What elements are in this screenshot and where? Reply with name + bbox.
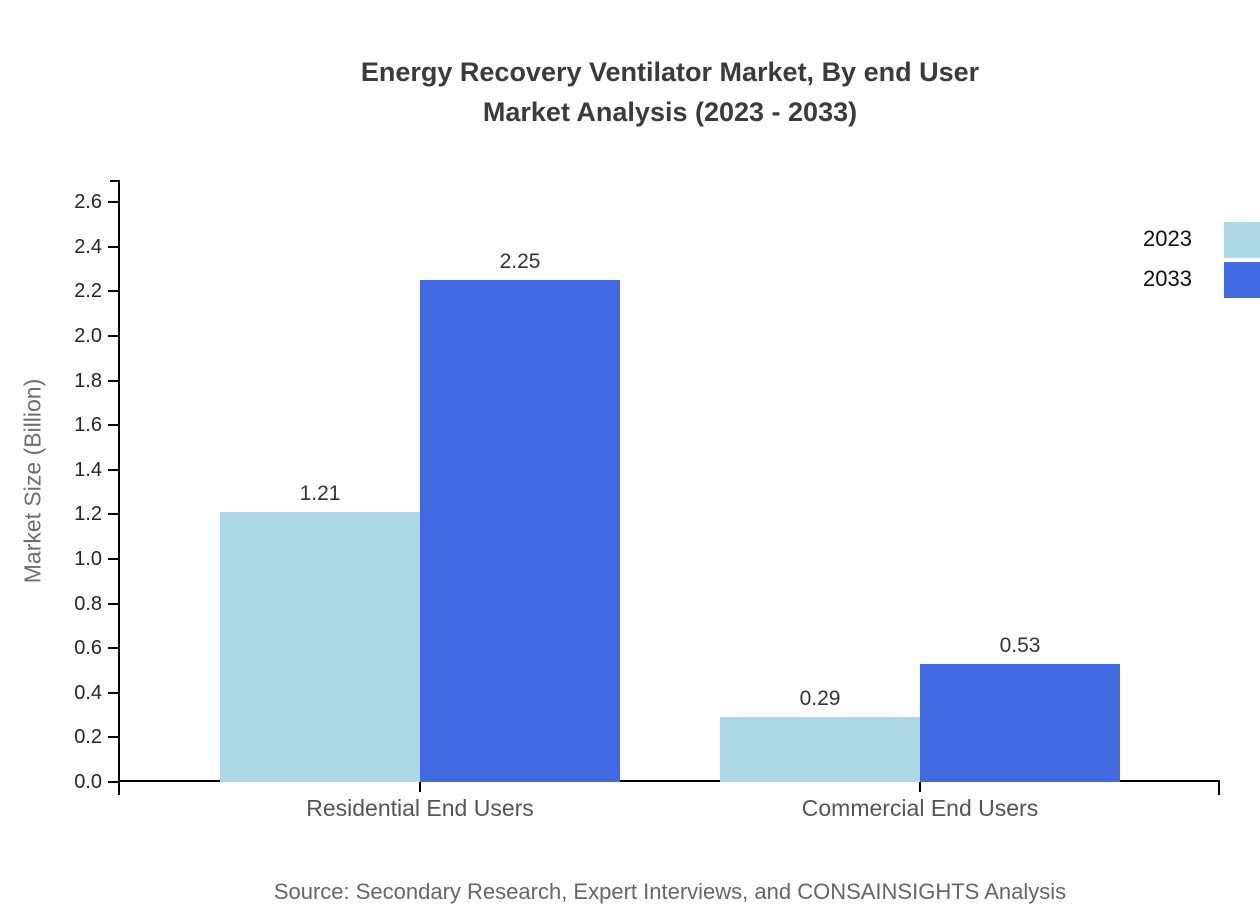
bar-value-commercial-end-users-2033: 0.53	[999, 633, 1041, 657]
x-axis-right-cap	[1218, 780, 1220, 795]
x-axis-line	[118, 780, 1220, 782]
bar-value-commercial-end-users-2023: 0.29	[799, 687, 841, 711]
y-tick	[108, 245, 118, 248]
y-tick-label: 1.8	[74, 369, 102, 392]
legend-swatch-2023	[1224, 222, 1260, 258]
chart-title-line2: Market Analysis (2023 - 2033)	[482, 97, 858, 127]
y-tick	[108, 513, 118, 516]
bar-commercial-end-users-2023	[720, 717, 920, 782]
y-axis-line	[118, 180, 120, 795]
legend-swatch-2033	[1224, 262, 1260, 298]
y-tick	[108, 379, 118, 382]
y-tick	[108, 468, 118, 471]
bar-residential-end-users-2023	[220, 512, 420, 782]
y-tick	[108, 736, 118, 739]
x-tick	[919, 782, 921, 792]
x-tick-label-residential-end-users: Residential End Users	[306, 795, 534, 821]
y-tick	[108, 647, 118, 650]
bar-residential-end-users-2033	[420, 280, 620, 782]
y-tick-label: 1.2	[74, 503, 102, 526]
y-tick-label: 0.6	[74, 637, 102, 660]
y-tick-label: 2.4	[74, 235, 102, 258]
y-tick	[108, 602, 118, 605]
y-tick-label: 0.2	[74, 726, 102, 749]
legend-label-2033: 2033	[1143, 266, 1192, 291]
y-tick-label: 0.8	[74, 592, 102, 615]
x-tick-label-commercial-end-users: Commercial End Users	[801, 795, 1039, 821]
legend-label-2023: 2023	[1143, 226, 1192, 251]
y-tick	[108, 424, 118, 427]
y-tick	[108, 691, 118, 694]
chart-title-line1: Energy Recovery Ventilator Market, By en…	[360, 57, 980, 87]
y-tick-label: 1.0	[74, 548, 102, 571]
y-axis-top-cap	[110, 180, 120, 182]
bar-value-residential-end-users-2033: 2.25	[499, 250, 541, 274]
y-tick	[108, 290, 118, 293]
y-tick-label: 0.0	[74, 771, 102, 793]
y-tick-label: 2.0	[74, 325, 102, 348]
bar-value-residential-end-users-2023: 1.21	[299, 482, 341, 506]
y-tick	[108, 558, 118, 561]
y-tick	[108, 201, 118, 204]
y-tick-label: 2.6	[74, 191, 102, 214]
y-tick-label: 0.4	[74, 681, 102, 704]
bar-commercial-end-users-2033	[920, 663, 1120, 782]
y-tick	[108, 781, 118, 783]
source-note: Source: Secondary Research, Expert Inter…	[273, 879, 1067, 904]
x-tick	[419, 782, 421, 792]
y-tick	[108, 335, 118, 338]
y-tick-label: 1.6	[74, 414, 102, 437]
y-tick-label: 1.4	[74, 458, 102, 481]
y-tick-label: 2.2	[74, 280, 102, 303]
